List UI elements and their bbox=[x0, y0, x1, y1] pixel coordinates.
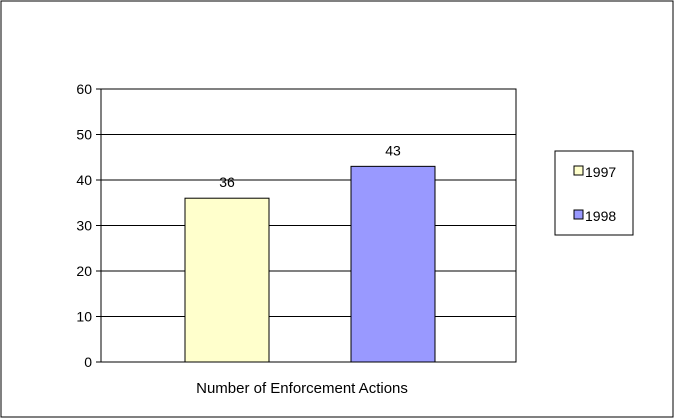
x-axis-title: Number of Enforcement Actions bbox=[196, 380, 408, 397]
y-tick-label: 50 bbox=[76, 127, 92, 143]
y-tick-label: 60 bbox=[76, 81, 92, 97]
plot-area-border bbox=[100, 88, 517, 363]
y-tick-label: 30 bbox=[76, 218, 92, 234]
bars: 36 43 bbox=[184, 142, 436, 363]
y-tick-label: 10 bbox=[76, 309, 92, 325]
bar-1998 bbox=[350, 165, 436, 363]
legend-box bbox=[554, 150, 634, 236]
legend-swatch-1997 bbox=[573, 165, 584, 176]
legend-swatch-1998 bbox=[573, 209, 584, 220]
legend: 1997 1998 bbox=[554, 150, 634, 236]
axes: 0 10 20 30 40 50 60 bbox=[76, 81, 517, 370]
data-label-1997: 36 bbox=[219, 174, 235, 190]
y-tick-label: 0 bbox=[84, 354, 92, 370]
legend-label-1998: 1998 bbox=[585, 208, 616, 224]
bar-1997 bbox=[184, 197, 270, 363]
legend-label-1997: 1997 bbox=[585, 164, 616, 180]
y-tick-label: 40 bbox=[76, 172, 92, 188]
data-label-1998: 43 bbox=[385, 142, 401, 158]
y-tick-label: 20 bbox=[76, 263, 92, 279]
